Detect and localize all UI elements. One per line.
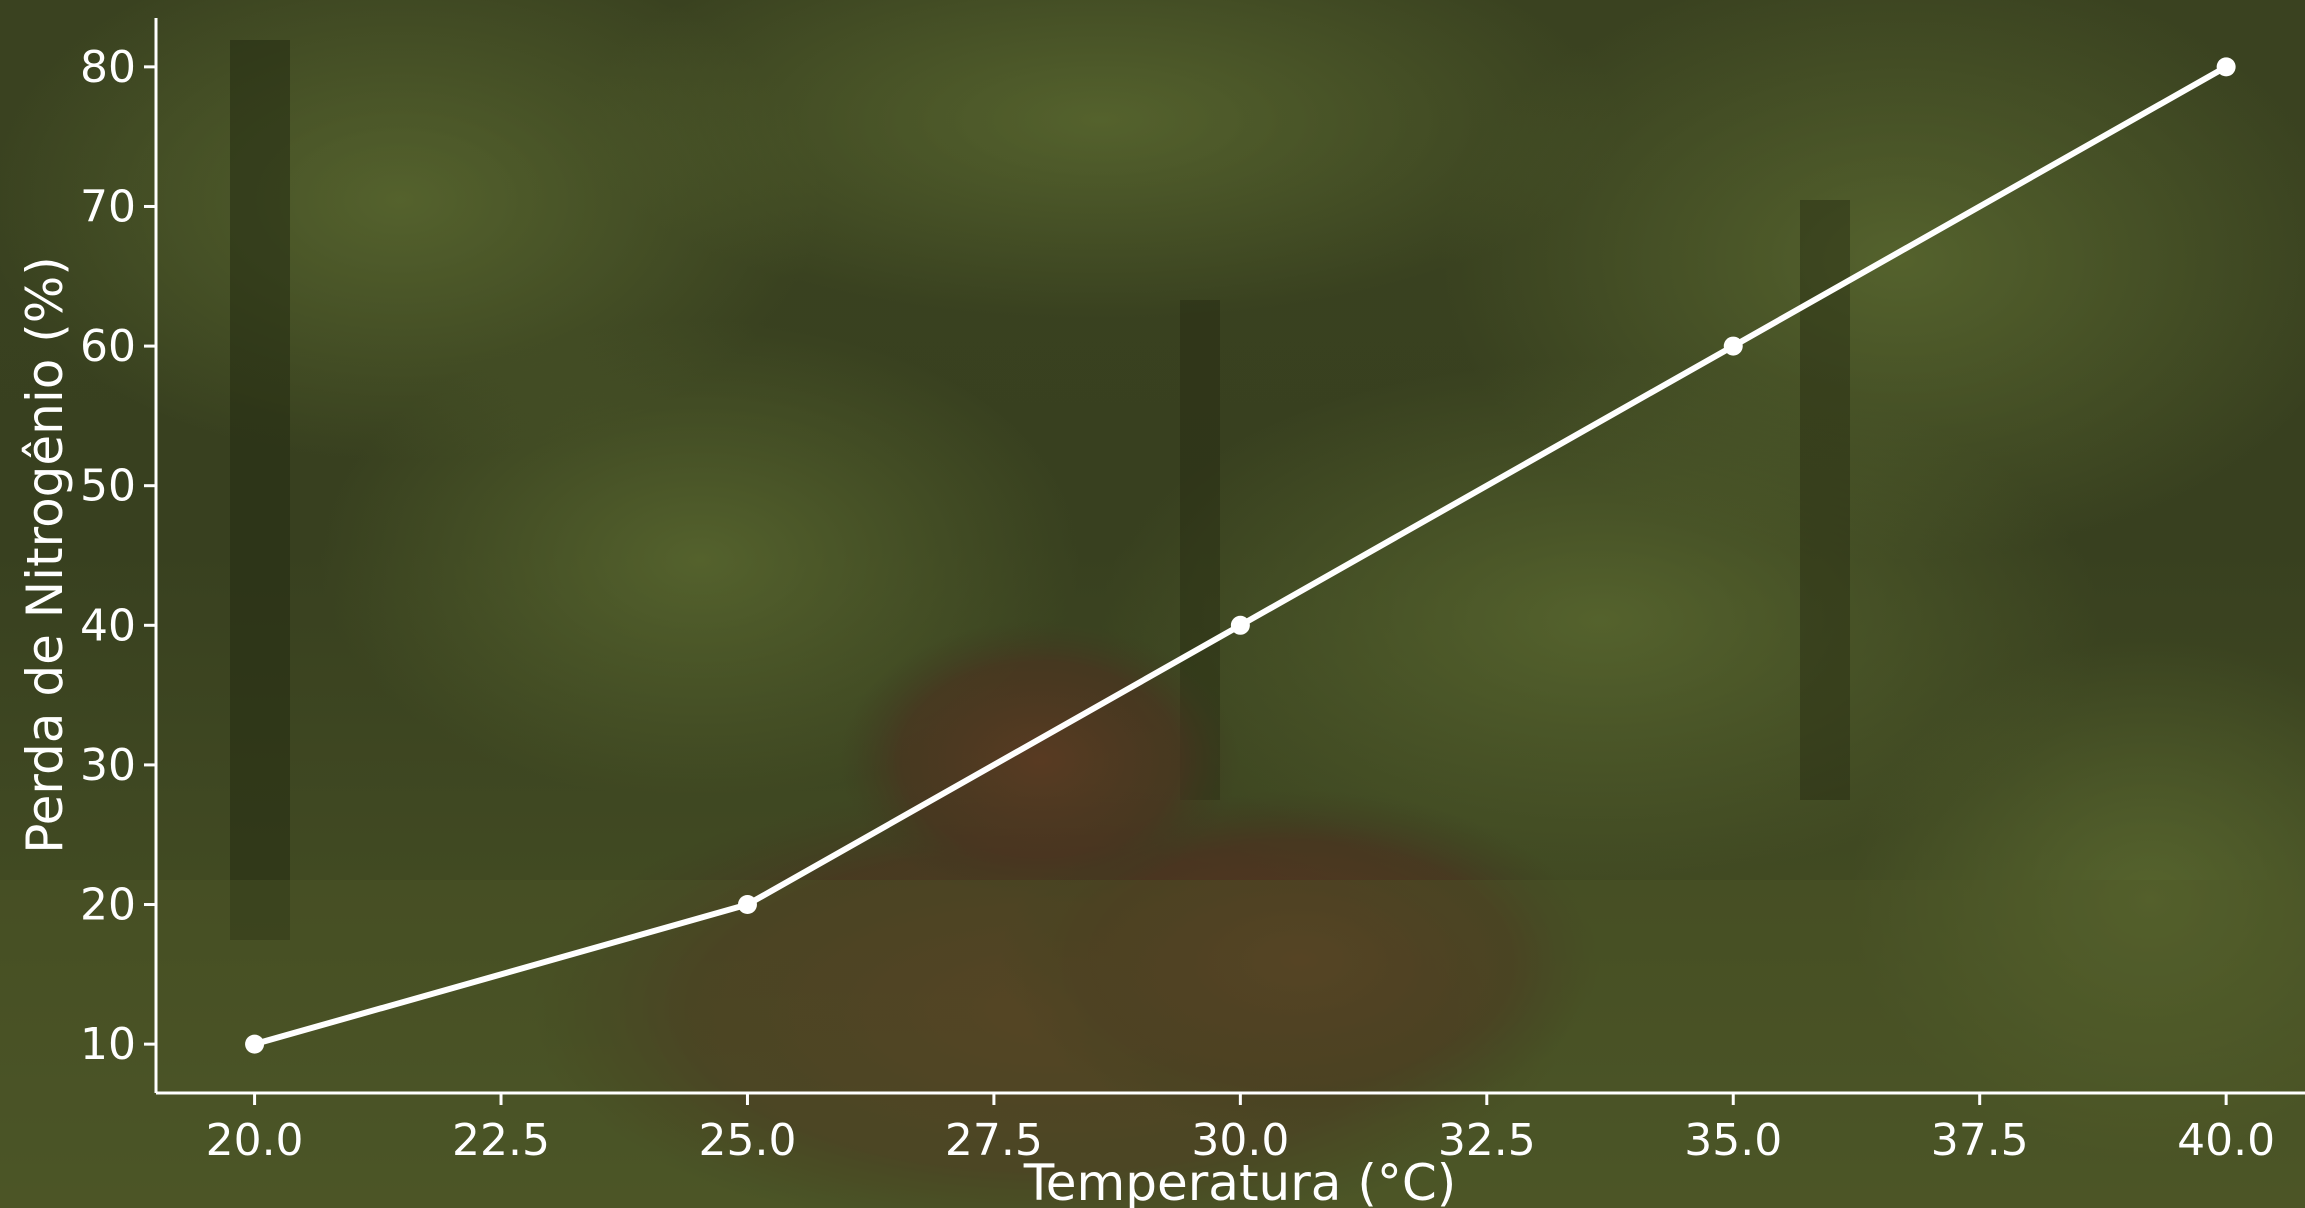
y-tick-label: 70: [80, 181, 136, 232]
y-tick-label: 50: [80, 461, 136, 512]
x-tick-label: 22.5: [452, 1115, 550, 1166]
x-tick-label: 32.5: [1438, 1115, 1536, 1166]
y-tick-label: 30: [80, 740, 136, 791]
y-tick-label: 10: [80, 1019, 136, 1070]
y-tick-label: 80: [80, 42, 136, 93]
x-axis-label: Temperatura (°C): [1023, 1154, 1457, 1208]
y-ticks: 10 20 30 40 50 60 70 80: [80, 42, 156, 1070]
x-tick-label: 27.5: [945, 1115, 1043, 1166]
y-tick-label: 20: [80, 880, 136, 931]
x-tick-label: 40.0: [2177, 1115, 2275, 1166]
x-tick-label: 20.0: [206, 1115, 304, 1166]
x-tick-label: 35.0: [1684, 1115, 1782, 1166]
x-ticks: 20.0 22.5 25.0 27.5 30.0 32.5 35.0 37.5 40.0: [206, 1093, 2275, 1166]
data-point: [2216, 57, 2236, 77]
x-tick-label: 25.0: [698, 1115, 796, 1166]
data-point: [737, 895, 757, 915]
data-point: [1723, 336, 1743, 356]
data-point: [1230, 615, 1250, 635]
y-axis-label: Perda de Nitrogênio (%): [16, 256, 74, 854]
data-point: [245, 1034, 265, 1054]
series-line: [251, 63, 2230, 1048]
x-tick-label: 30.0: [1191, 1115, 1289, 1166]
y-tick-label: 60: [80, 321, 136, 372]
x-tick-label: 37.5: [1931, 1115, 2029, 1166]
y-tick-label: 40: [80, 600, 136, 651]
series-layer: [245, 57, 2236, 1054]
